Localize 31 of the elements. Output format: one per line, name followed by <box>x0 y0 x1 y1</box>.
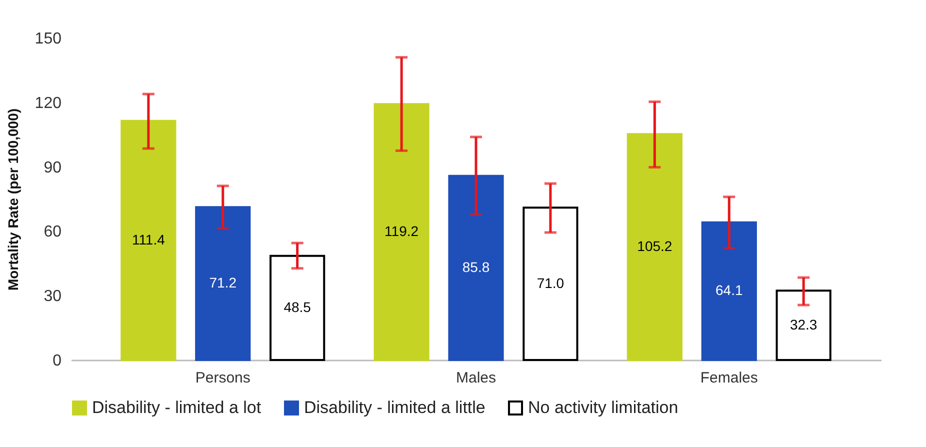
data-label: 32.3 <box>790 316 818 332</box>
bar <box>120 120 176 361</box>
legend-label: Disability - limited a little <box>304 398 486 417</box>
data-label: 48.5 <box>284 298 312 315</box>
x-tick-label: Persons <box>195 370 250 386</box>
data-label: 64.1 <box>716 282 743 298</box>
bar <box>270 254 326 361</box>
y-axis-title: Mortality Rate (per 100,000) <box>4 108 21 291</box>
bar <box>626 133 682 361</box>
data-label: 105.2 <box>637 238 672 254</box>
bar <box>195 206 251 361</box>
bar <box>448 174 504 361</box>
bar <box>776 290 832 361</box>
y-tick-label: 30 <box>44 288 62 306</box>
y-tick-label: 150 <box>34 30 62 48</box>
legend-label: No activity limitation <box>528 398 678 417</box>
bar <box>701 221 757 361</box>
x-tick-label: Males <box>456 370 496 386</box>
x-tick-label: Females <box>700 370 758 386</box>
data-label: 111.4 <box>132 231 166 248</box>
bar <box>374 103 430 361</box>
legend-label: Disability - limited a lot <box>92 398 262 417</box>
data-label: 85.8 <box>462 258 490 275</box>
y-tick-label: 120 <box>34 94 62 112</box>
data-label: 71.2 <box>209 274 237 291</box>
data-label: 71.0 <box>536 274 564 291</box>
y-tick-label: 0 <box>52 352 62 370</box>
y-tick-label: 60 <box>44 224 62 241</box>
data-label: 119.2 <box>384 223 419 240</box>
y-tick-label: 90 <box>44 159 62 176</box>
bar <box>522 206 578 361</box>
